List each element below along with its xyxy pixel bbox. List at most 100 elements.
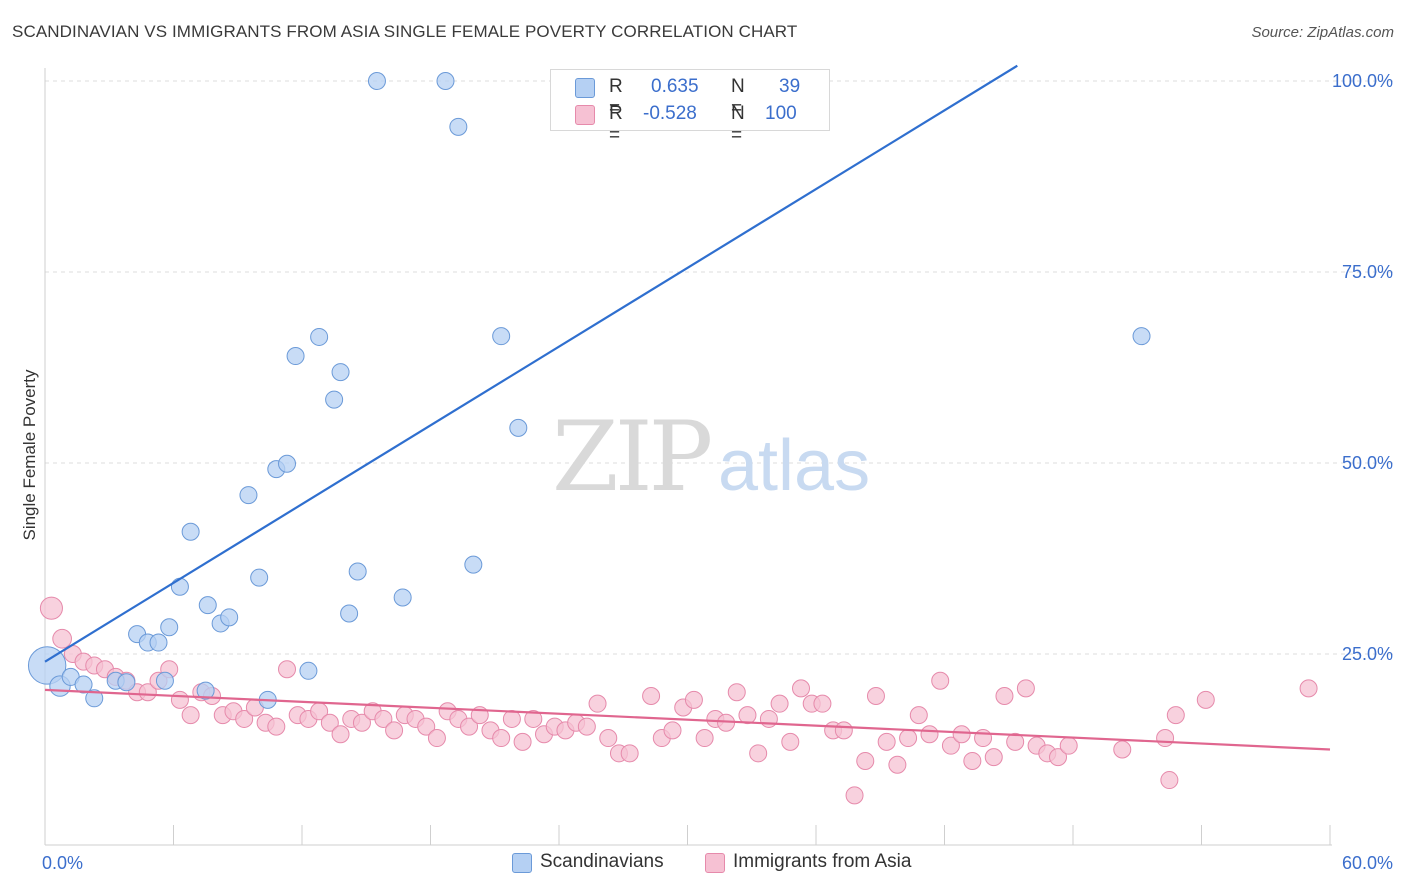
asia-immigrant-point (1160, 771, 1179, 790)
asia-immigrant-point (1166, 706, 1185, 725)
asia-immigrant-point (1006, 732, 1025, 751)
scandinavian-point (160, 618, 179, 637)
asia-immigrant-point (738, 706, 757, 725)
scandinavian-point (299, 661, 318, 680)
n-value: 100 (765, 103, 797, 124)
asia-immigrant-point (941, 736, 960, 755)
scandinavian-point (367, 72, 386, 90)
asia-immigrant-point (331, 725, 350, 744)
asia-immigrant-point (52, 628, 72, 649)
blue-swatch (512, 853, 532, 873)
scandinavian-point (278, 454, 297, 473)
asia-immigrant-point (920, 725, 939, 744)
asia-immigrant-point (931, 671, 950, 690)
blue-swatch (575, 78, 595, 98)
chart-source: Source: ZipAtlas.com (1251, 24, 1394, 41)
scandinavian-point (181, 522, 200, 541)
scandinavian-point (393, 588, 412, 607)
asia-immigrant-point (749, 744, 768, 763)
asia-immigrant-point (235, 709, 254, 728)
r-label: R = (609, 76, 623, 119)
scandinavian-point (220, 608, 239, 627)
asia-immigrant-point (684, 690, 703, 709)
scandinavian-point (74, 675, 93, 694)
asia-immigrant-point (856, 751, 875, 770)
asia-immigrant-point (588, 694, 607, 713)
asia-immigrant-point (888, 755, 907, 774)
asia-immigrant-point (599, 729, 618, 748)
asia-immigrant-point (620, 744, 639, 763)
asia-immigrant-point (1299, 679, 1318, 698)
scandinavian-point (117, 673, 136, 692)
scandinavian-trend-line (44, 64, 1018, 663)
asia-immigrant-point (374, 709, 393, 728)
asia-immigrant-point (267, 717, 286, 736)
pink-swatch (705, 853, 725, 873)
asia-immigrant-point (770, 694, 789, 713)
scandinavian-point (149, 633, 168, 652)
asia-immigrant-point (278, 660, 297, 679)
scandinavian-point (85, 689, 104, 708)
n-label: N = (731, 103, 745, 146)
scandinavian-point (310, 327, 329, 346)
scandinavian-point (340, 604, 359, 623)
asia-immigrant-point (781, 732, 800, 751)
asia-immigrant-point (909, 706, 928, 725)
asia-immigrant-point (181, 706, 200, 725)
scandinavian-point (449, 117, 468, 136)
scandinavian-point (492, 327, 511, 346)
y-axis-label: Single Female Poverty (20, 369, 39, 541)
asia-immigrant-point (877, 732, 896, 751)
y-tick-label: 50.0% (1342, 453, 1393, 473)
scandinavian-point (436, 72, 455, 90)
scandinavian-point (1132, 327, 1151, 346)
asia-immigrant-point (170, 690, 189, 709)
asia-immigrant-point (695, 729, 714, 748)
asia-immigrant-point (352, 713, 371, 732)
asia-immigrant-trend-line (44, 688, 1331, 751)
asia-immigrant-point (385, 721, 404, 740)
asia-immigrant-point (845, 786, 864, 805)
scandinavian-point (198, 596, 217, 615)
asia-immigrant-point (952, 725, 971, 744)
x-tick-label: 60.0% (1342, 853, 1393, 873)
asia-immigrant-point (320, 713, 339, 732)
scandinavian-point (331, 363, 350, 382)
legend-label: Scandinavians (540, 851, 664, 872)
scandinavian-point (170, 577, 189, 596)
asia-immigrant-point (577, 717, 596, 736)
y-tick-label: 75.0% (1342, 262, 1393, 282)
asia-immigrant-point (513, 732, 532, 751)
x-tick-label: 0.0% (42, 853, 83, 873)
scandinavian-point (348, 562, 367, 581)
asia-immigrant-point (759, 709, 778, 728)
asia-immigrant-point (427, 729, 446, 748)
asia-immigrant-point (492, 729, 511, 748)
scandinavian-point (196, 681, 215, 700)
asia-immigrant-point (899, 729, 918, 748)
r-label: R = (609, 103, 623, 146)
scandinavian-point (155, 671, 174, 690)
asia-immigrant-point (138, 683, 157, 702)
chart-title: SCANDINAVIAN VS IMMIGRANTS FROM ASIA SIN… (12, 22, 798, 41)
asia-immigrant-point (39, 596, 63, 620)
asia-immigrant-point (984, 748, 1003, 767)
asia-immigrant-point (502, 709, 521, 728)
scandinavian-point (27, 646, 67, 685)
scandinavian-point (239, 486, 258, 505)
scandinavian-point (325, 390, 344, 409)
asia-immigrant-point (963, 751, 982, 770)
scandinavian-point (286, 347, 305, 366)
pink-swatch (575, 105, 595, 125)
scandinavian-point (250, 568, 269, 587)
asia-immigrant-point (1196, 690, 1215, 709)
asia-immigrant-point (727, 683, 746, 702)
scandinavian-point (509, 418, 528, 437)
asia-immigrant-point (834, 721, 853, 740)
scandinavian-point (464, 555, 483, 574)
asia-immigrant-point (460, 717, 479, 736)
asia-immigrant-point (663, 721, 682, 740)
asia-immigrant-point (1049, 748, 1068, 767)
asia-immigrant-point (813, 694, 832, 713)
